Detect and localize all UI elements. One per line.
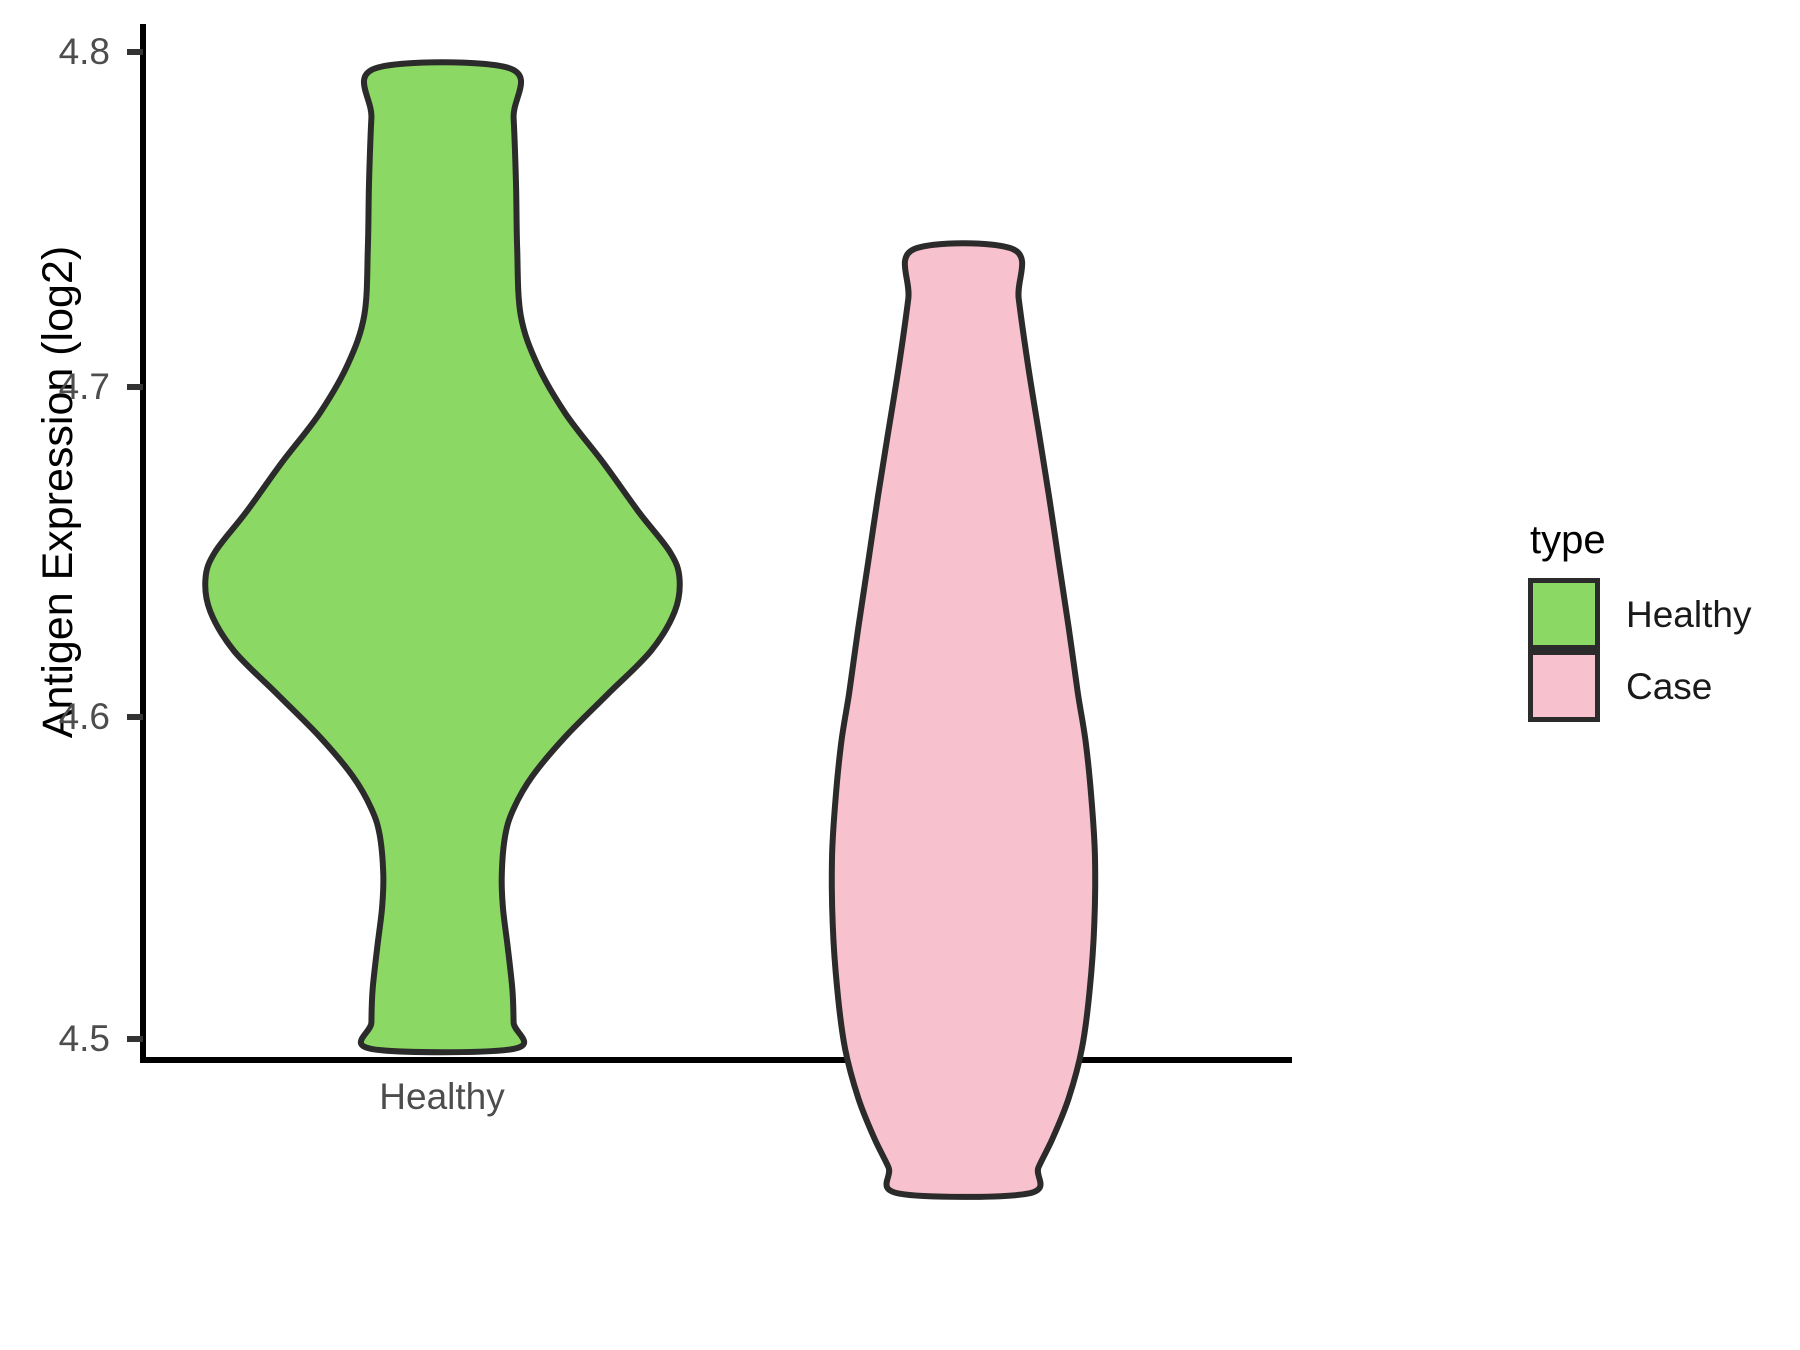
y-tick-label-4.7: 4.7 [58, 366, 110, 407]
legend: type Healthy Case [1528, 520, 1778, 722]
legend-label-healthy: Healthy [1626, 593, 1752, 635]
legend-key-case [1528, 650, 1600, 722]
y-tick-label-4.6: 4.6 [58, 696, 110, 737]
legend-item-healthy[interactable]: Healthy [1528, 578, 1778, 650]
violin-healthy [202, 59, 683, 1056]
y-tick-marks [127, 49, 143, 1042]
y-tick-label-4.5: 4.5 [58, 1018, 110, 1059]
legend-key-healthy [1528, 578, 1600, 650]
legend-title: type [1530, 518, 1606, 562]
violin-case [828, 240, 1099, 1200]
legend-item-case[interactable]: Case [1528, 650, 1778, 722]
y-tick-label-4.8: 4.8 [58, 31, 110, 72]
legend-label-case: Case [1626, 665, 1713, 707]
x-tick-label-healthy: Healthy [379, 1076, 505, 1117]
